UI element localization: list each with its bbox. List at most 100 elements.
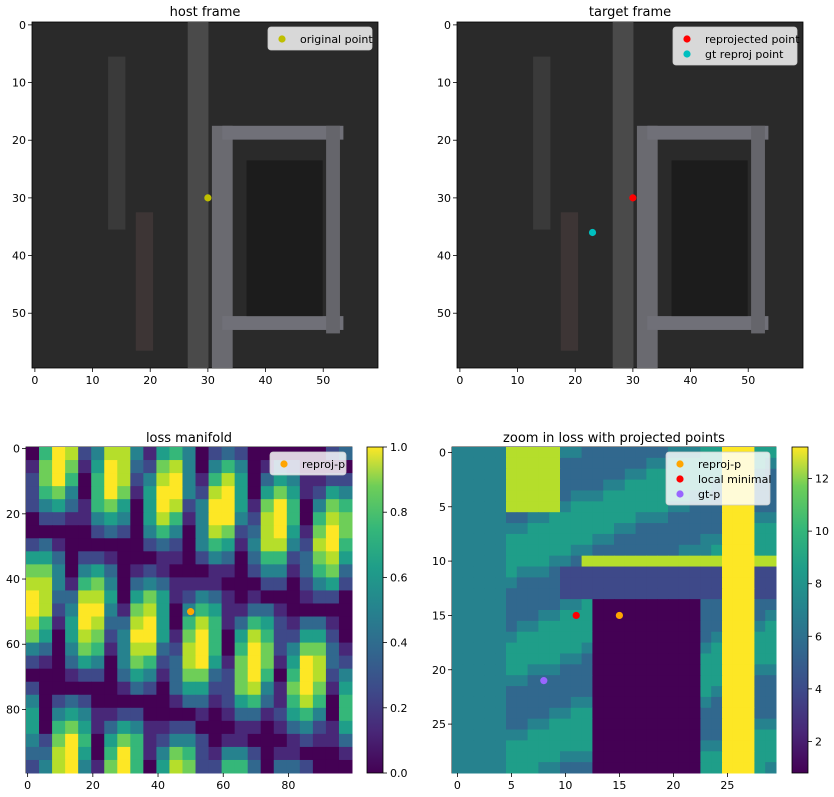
heatmap-cell <box>668 751 680 763</box>
heatmap-cell <box>624 447 637 459</box>
heatmap-cell <box>65 538 79 552</box>
heatmap-cell <box>592 533 604 546</box>
heatmap-cell <box>52 525 66 539</box>
heatmap-cell <box>646 707 658 720</box>
heatmap-cell <box>299 746 314 761</box>
heatmap-cell <box>754 533 766 546</box>
heatmap-cell <box>325 759 340 774</box>
heatmap-cell <box>657 729 669 741</box>
heatmap-cell <box>516 468 529 481</box>
colorbar-tick-label: 0.6 <box>390 571 408 584</box>
heatmap-cell <box>614 599 626 611</box>
heatmap-cell <box>549 707 561 720</box>
heatmap-cell <box>65 720 79 735</box>
heatmap-cell <box>711 588 723 600</box>
heatmap-cell <box>603 566 615 578</box>
heatmap-cell <box>234 642 249 657</box>
heatmap-cell <box>581 729 593 741</box>
photo-region <box>222 316 344 330</box>
heatmap-cell <box>700 599 712 611</box>
heatmap-cell <box>516 501 529 513</box>
heatmap-cell <box>117 538 131 552</box>
heatmap-cell <box>182 538 197 552</box>
heatmap-cell <box>182 460 197 474</box>
y-tick-label: 10 <box>432 555 446 568</box>
heatmap-cell <box>549 740 561 752</box>
heatmap-cell <box>722 599 734 611</box>
heatmap-cell <box>247 512 262 526</box>
heatmap-cell <box>668 740 680 752</box>
heatmap-cell <box>495 653 507 665</box>
heatmap-cell <box>26 603 40 618</box>
heatmap-cell <box>560 610 572 622</box>
heatmap-cell <box>452 479 464 491</box>
heatmap-cell <box>765 740 777 752</box>
heatmap-cell <box>657 642 669 654</box>
heatmap-cell <box>273 616 288 631</box>
heatmap-cell <box>299 512 314 526</box>
heatmap-cell <box>592 686 604 698</box>
heatmap-cell <box>338 512 353 526</box>
heatmap-cell <box>614 501 626 513</box>
heatmap-cell <box>299 499 314 513</box>
heatmap-cell <box>221 629 236 644</box>
heatmap-cell <box>624 664 637 676</box>
heatmap-cell <box>570 599 583 611</box>
heatmap-cell <box>657 675 669 687</box>
heatmap-cell <box>91 603 105 618</box>
heatmap-cell <box>765 533 777 546</box>
heatmap-cell <box>549 620 561 633</box>
heatmap-cell <box>286 512 301 526</box>
heatmap-cell <box>325 564 340 578</box>
heatmap-cell <box>484 631 496 644</box>
heatmap-cell <box>130 720 144 735</box>
heatmap-cell <box>462 740 475 752</box>
y-tick-label: 10 <box>12 77 26 90</box>
heatmap-cell <box>527 512 539 524</box>
heatmap-cell <box>65 707 79 722</box>
heatmap-cell <box>603 468 615 481</box>
heatmap-cell <box>722 762 734 774</box>
heatmap-cell <box>506 740 518 752</box>
heatmap-cell <box>657 620 669 633</box>
heatmap-cell <box>260 525 275 539</box>
heatmap-cell <box>325 681 340 696</box>
heatmap-cell <box>495 696 507 709</box>
heatmap-cell <box>195 460 210 474</box>
heatmap-cell <box>732 512 745 524</box>
heatmap-cell <box>678 751 691 763</box>
heatmap-cell <box>484 523 496 535</box>
heatmap-cell <box>452 620 464 633</box>
heatmap-cell <box>143 629 157 644</box>
heatmap-cell <box>117 655 131 670</box>
heatmap-cell <box>473 479 485 491</box>
heatmap-cell <box>754 696 766 709</box>
y-tick-label: 30 <box>437 192 451 205</box>
heatmap-cell <box>338 642 353 657</box>
heatmap-cell <box>462 707 475 720</box>
heatmap-cell <box>560 468 572 481</box>
heatmap-cell <box>732 501 745 513</box>
heatmap-cell <box>195 629 210 644</box>
heatmap-cell <box>506 675 518 687</box>
heatmap-cell <box>273 590 288 604</box>
heatmap-cell <box>473 468 485 481</box>
heatmap-cell <box>635 631 647 644</box>
heatmap-cell <box>624 696 637 709</box>
heatmap-cell <box>603 490 615 502</box>
y-tick-label: 40 <box>6 573 20 586</box>
heatmap-cell <box>495 740 507 752</box>
heatmap-cell <box>234 759 249 774</box>
heatmap-cell <box>143 759 157 774</box>
heatmap-cell <box>65 603 79 618</box>
heatmap-cell <box>732 707 745 720</box>
heatmap-cell <box>549 664 561 676</box>
heatmap-cell <box>506 588 518 600</box>
heatmap-cell <box>208 603 223 618</box>
heatmap-cell <box>234 525 249 539</box>
heatmap-cell <box>117 577 131 591</box>
heatmap-cell <box>635 555 647 568</box>
heatmap-cell <box>635 490 647 502</box>
heatmap-cell <box>143 668 157 683</box>
